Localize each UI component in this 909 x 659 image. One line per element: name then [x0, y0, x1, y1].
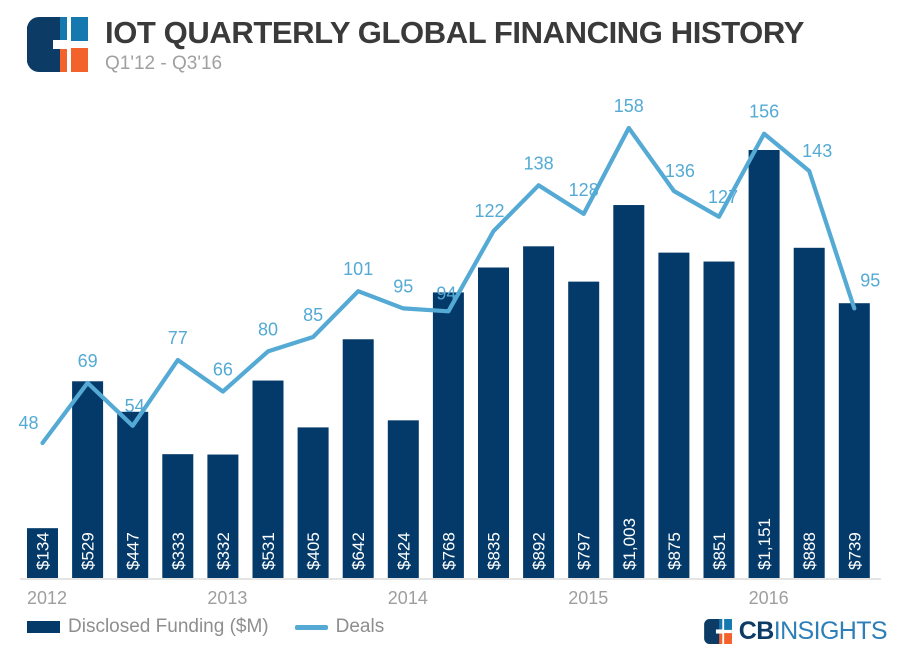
x-axis-year-label: 2013: [207, 588, 247, 608]
bar-Q4'13[interactable]: [342, 339, 374, 578]
deal-value-label: 127: [708, 187, 738, 207]
brand-wordmark: CBINSIGHTS: [738, 617, 888, 645]
deal-value-label: 158: [614, 96, 644, 116]
deal-value-label: 143: [802, 141, 832, 161]
cb-insights-logo-icon: [27, 17, 88, 72]
brand-insights-text: INSIGHTS: [773, 617, 888, 645]
deal-value-label: 69: [78, 351, 98, 371]
cb-insights-logo-icon: [703, 619, 732, 644]
bar-Q2'16[interactable]: [793, 247, 825, 578]
bar-value-label: $797: [575, 532, 594, 570]
bar-Q3'13[interactable]: [297, 427, 329, 578]
legend-label-deals: Deals: [335, 616, 385, 637]
legend-line-swatch-icon: [294, 624, 328, 630]
deal-value-label: 101: [343, 259, 373, 279]
bar-value-label: $739: [845, 532, 864, 570]
legend-bar-swatch-icon: [27, 621, 60, 633]
deal-value-label: 77: [168, 328, 188, 348]
bar-value-label: $332: [214, 532, 233, 570]
deal-value-label: 66: [213, 359, 233, 379]
deal-value-label: 80: [258, 319, 278, 339]
deals-line: [40, 125, 857, 446]
bar-Q1'16[interactable]: [748, 150, 780, 578]
bar-value-label: $888: [800, 532, 819, 570]
bar-value-label: $529: [79, 532, 98, 570]
bar-Q2'13[interactable]: [252, 380, 284, 578]
bar-Q4'14[interactable]: [523, 246, 555, 578]
brand-cb-text: CB: [738, 617, 775, 645]
bar-value-label: $134: [34, 532, 53, 570]
bar-Q4'12[interactable]: [162, 454, 194, 578]
bar-value-label: $892: [530, 532, 549, 570]
bar-value-label: $1,151: [755, 518, 774, 570]
deal-value-label: 48: [18, 413, 38, 433]
bar-Q1'14[interactable]: [387, 420, 419, 578]
legend-item-funding: Disclosed Funding ($M): [27, 616, 269, 638]
bar-value-label: $875: [665, 532, 684, 570]
cb-insights-brand: CBINSIGHTS: [703, 617, 888, 645]
x-axis-year-label: 2016: [749, 588, 789, 608]
bar-Q2'15[interactable]: [613, 205, 645, 579]
deal-value-label: 85: [303, 305, 323, 325]
bar-Q3'14[interactable]: [478, 267, 509, 578]
page-title: IOT QUARTERLY GLOBAL FINANCING HISTORY: [105, 15, 804, 50]
bar-Q3'15[interactable]: [658, 252, 690, 579]
deal-value-label: 95: [393, 276, 413, 296]
deal-value-label: 136: [665, 161, 695, 181]
bar-value-label: $405: [304, 532, 323, 570]
bar-Q4'15[interactable]: [703, 261, 735, 578]
bar-value-label: $642: [349, 532, 368, 570]
legend-item-deals: Deals: [294, 616, 385, 638]
bar-value-label: $768: [439, 532, 458, 570]
deal-value-label: 138: [524, 153, 554, 173]
deal-value-label: 128: [569, 180, 599, 200]
bar-Q1'13[interactable]: [207, 454, 239, 578]
deal-value-label: 95: [860, 270, 880, 290]
title-block: IOT QUARTERLY GLOBAL FINANCING HISTORY Q…: [105, 16, 804, 76]
page-subtitle: Q1'12 - Q3'16: [105, 53, 223, 74]
bar-value-label: $333: [169, 532, 188, 570]
bar-value-label: $835: [485, 532, 504, 570]
x-axis-year-label: 2012: [27, 588, 67, 608]
bar-value-label: $1,003: [620, 518, 639, 570]
bar-value-label: $424: [394, 532, 413, 570]
bar-value-label: $531: [259, 532, 278, 570]
chart-header: IOT QUARTERLY GLOBAL FINANCING HISTORY Q…: [0, 0, 909, 88]
bar-Q3'16[interactable]: [838, 303, 870, 578]
deal-value-label: 156: [749, 102, 779, 122]
bar-Q1'15[interactable]: [568, 281, 600, 578]
deal-value-label: 122: [474, 201, 504, 221]
deal-value-label: 94: [436, 283, 456, 303]
legend-label-funding: Disclosed Funding ($M): [68, 616, 269, 637]
bar-Q1'12[interactable]: [27, 528, 58, 578]
x-axis-year-label: 2014: [388, 588, 428, 608]
x-axis-year-label: 2015: [568, 588, 608, 608]
chart-legend: Disclosed Funding ($M) Deals: [27, 616, 384, 638]
bar-value-label: $851: [710, 532, 729, 570]
bar-value-label: $447: [124, 532, 143, 570]
bar-Q2'14[interactable]: [432, 292, 464, 578]
bar-Q2'12[interactable]: [72, 381, 104, 578]
deal-value-label: 54: [125, 396, 145, 416]
bar-Q3'12[interactable]: [117, 411, 149, 578]
